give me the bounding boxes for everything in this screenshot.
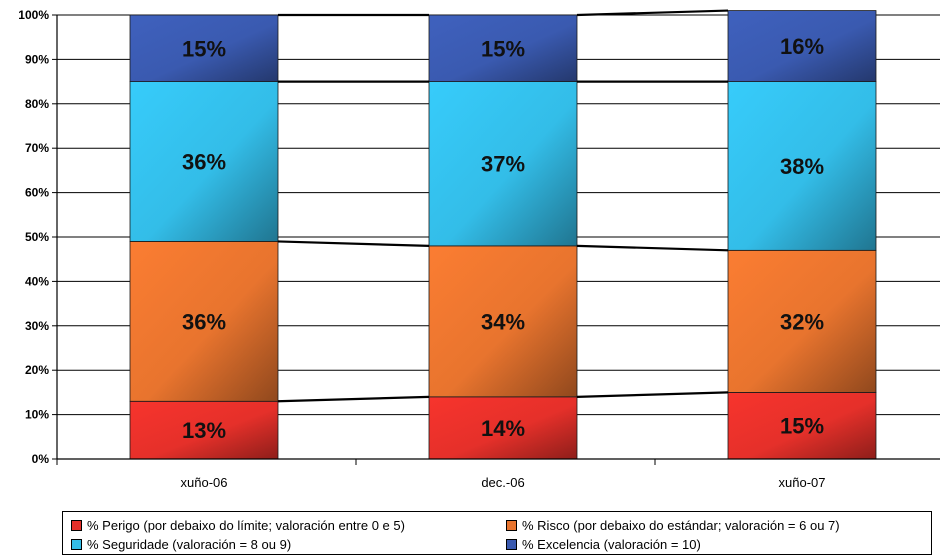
data-label: 32% [780, 309, 824, 334]
x-tick-label: dec.-06 [481, 475, 524, 490]
series-connector-line [576, 9, 729, 17]
y-tick-label: 50% [25, 230, 49, 244]
data-label: 14% [481, 416, 525, 441]
bar-segment [129, 400, 279, 460]
stacked-bar-chart: 0% 10% 20% 30% 40% 50% 60% 70% 80% 90% 100% 13% 36% 3… [18, 8, 940, 490]
data-label: 36% [182, 309, 226, 334]
bar-segment [428, 396, 578, 460]
bar-segment [727, 391, 877, 460]
bar-segment [428, 81, 578, 247]
bar-segment [129, 81, 279, 242]
legend-item-seguridade: % Seguridade (valoración = 8 ou 9) [71, 537, 291, 552]
legend-label-excelencia: % Excelencia (valoración = 10) [522, 537, 701, 552]
bar-segment [129, 241, 279, 402]
series-connector-line [277, 240, 430, 247]
bar-segment [428, 14, 578, 82]
legend-swatch-risco [506, 520, 517, 531]
legend-item-perigo: % Perigo (por debaixo do límite; valorac… [71, 518, 405, 533]
legend: % Perigo (por debaixo do límite; valorac… [62, 511, 932, 555]
data-label: 15% [481, 36, 525, 61]
y-tick-label: 10% [25, 408, 49, 422]
x-tick-label: xuño-06 [181, 475, 228, 490]
y-tick-label: 20% [25, 363, 49, 377]
bar-segment [727, 81, 877, 251]
legend-label-risco: % Risco (por debaixo do estándar; valora… [522, 518, 840, 533]
legend-swatch-seguridade [71, 539, 82, 550]
data-label: 38% [780, 154, 824, 179]
y-tick-label: 90% [25, 52, 49, 66]
y-tick-label: 0% [32, 452, 50, 466]
bar-segment [428, 245, 578, 398]
legend-item-risco: % Risco (por debaixo do estándar; valora… [506, 518, 840, 533]
y-tick-label: 60% [25, 186, 49, 200]
data-label: 34% [481, 309, 525, 334]
bar-segment [129, 14, 279, 82]
data-label: 15% [780, 414, 824, 439]
series-connector-line [576, 244, 729, 252]
bar-segment [727, 10, 877, 83]
y-tick-label: 80% [25, 97, 49, 111]
legend-item-excelencia: % Excelencia (valoración = 10) [506, 537, 701, 552]
x-tick-label: xuño-07 [779, 475, 826, 490]
series-connector-line [277, 395, 430, 403]
data-label: 37% [481, 152, 525, 177]
legend-swatch-perigo [71, 520, 82, 531]
y-tick-label: 100% [18, 8, 49, 22]
y-tick-label: 40% [25, 274, 49, 288]
y-tick-label: 70% [25, 141, 49, 155]
series-connector-line [576, 391, 729, 398]
data-label: 15% [182, 36, 226, 61]
data-label: 16% [780, 34, 824, 59]
legend-swatch-excelencia [506, 539, 517, 550]
legend-label-seguridade: % Seguridade (valoración = 8 ou 9) [87, 537, 292, 552]
legend-label-perigo: % Perigo (por debaixo do límite; valorac… [87, 518, 405, 533]
y-tick-label: 30% [25, 319, 49, 333]
data-label: 36% [182, 150, 226, 175]
data-label: 13% [182, 418, 226, 443]
bar-segment [727, 249, 877, 393]
